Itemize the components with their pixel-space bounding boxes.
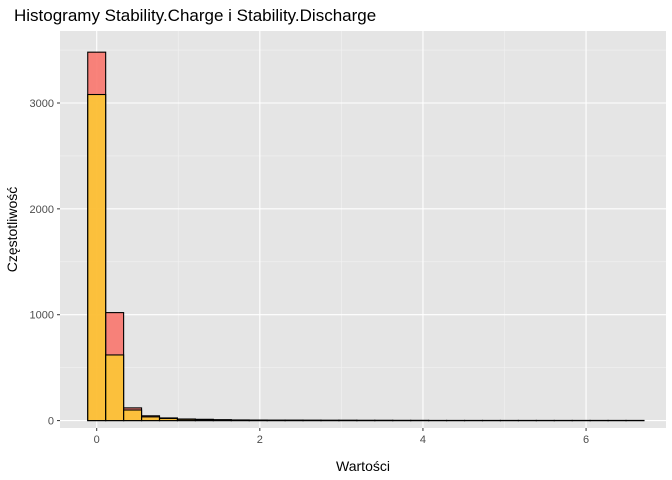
histogram-bar-series-2 [176,418,196,422]
histogram-bar-series-2 [87,93,107,422]
x-tick-label: 0 [94,434,100,446]
histogram-bar-series-2 [212,419,232,422]
histogram-bar-series-2 [194,418,214,422]
x-tick-label: 4 [420,434,426,446]
histogram-bar-series-2 [123,409,143,422]
histogram-bar-series-2 [141,416,161,422]
x-axis-title: Wartości [336,458,390,474]
histogram-bar-series-2 [158,417,178,422]
chart-title: Histogramy Stability.Charge i Stability.… [14,6,376,25]
histogram-bar-series-2 [230,419,250,422]
y-tick-label: 0 [48,416,54,428]
y-tick-label: 3000 [30,98,54,110]
histogram-bar-series-2 [105,354,125,422]
histogram-bars [87,51,645,422]
x-tick-label: 6 [583,434,589,446]
y-tick-label: 1000 [30,310,54,322]
y-axis-title: Częstotliwość [4,187,20,273]
x-tick-label: 2 [257,434,263,446]
y-tick-label: 2000 [30,204,54,216]
plot-panel [60,31,666,428]
axis-ticks: 0 2 4 6 0 1000 2000 3000 [30,98,590,446]
